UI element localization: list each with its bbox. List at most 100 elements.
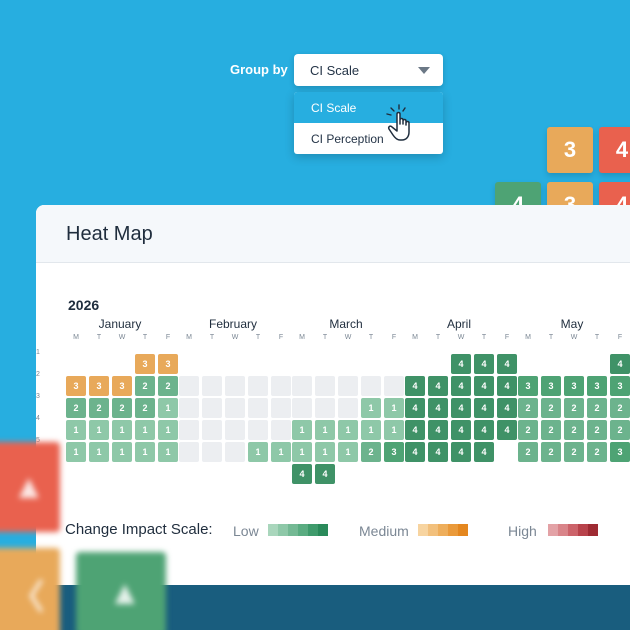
heatmap-cell[interactable]: 2 (158, 376, 178, 396)
heatmap-cell[interactable]: 4 (474, 376, 494, 396)
heatmap-cell[interactable]: 1 (315, 442, 335, 462)
heatmap-cell[interactable]: 4 (428, 420, 448, 440)
heatmap-cell[interactable]: 1 (158, 420, 178, 440)
heatmap-cell-empty[interactable] (271, 376, 291, 396)
group-by-select[interactable]: CI Scale (294, 54, 443, 86)
heatmap-cell[interactable]: 4 (474, 398, 494, 418)
heatmap-cell[interactable]: 2 (564, 398, 584, 418)
heatmap-cell-empty[interactable] (292, 398, 312, 418)
heatmap-cell[interactable]: 1 (158, 442, 178, 462)
heatmap-cell[interactable]: 2 (361, 442, 381, 462)
heatmap-cell[interactable]: 3 (112, 376, 132, 396)
heatmap-cell[interactable]: 4 (610, 354, 630, 374)
chevron-down-icon[interactable] (418, 67, 430, 74)
heatmap-cell[interactable]: 4 (405, 398, 425, 418)
heatmap-cell-empty[interactable] (225, 442, 245, 462)
heatmap-cell[interactable]: 3 (610, 376, 630, 396)
option-ci-perception[interactable]: CI Perception (311, 132, 384, 146)
option-ci-scale[interactable]: CI Scale (294, 92, 443, 123)
heatmap-cell[interactable]: 2 (587, 398, 607, 418)
heatmap-cell[interactable]: 4 (497, 420, 517, 440)
heatmap-cell-empty[interactable] (202, 376, 222, 396)
heatmap-cell-empty[interactable] (384, 376, 404, 396)
heatmap-cell[interactable]: 4 (474, 442, 494, 462)
heatmap-cell-empty[interactable] (271, 398, 291, 418)
heatmap-cell[interactable]: 1 (66, 442, 86, 462)
heatmap-cell-empty[interactable] (338, 398, 358, 418)
heatmap-cell[interactable]: 2 (610, 420, 630, 440)
heatmap-cell-empty[interactable] (248, 398, 268, 418)
heatmap-cell[interactable]: 4 (405, 376, 425, 396)
heatmap-cell[interactable]: 2 (135, 398, 155, 418)
heatmap-cell[interactable]: 1 (384, 398, 404, 418)
heatmap-cell[interactable]: 1 (248, 442, 268, 462)
heatmap-cell[interactable]: 3 (135, 354, 155, 374)
heatmap-cell[interactable]: 1 (112, 420, 132, 440)
heatmap-cell[interactable]: 1 (89, 442, 109, 462)
heatmap-cell[interactable]: 2 (518, 398, 538, 418)
heatmap-cell-empty[interactable] (271, 420, 291, 440)
heatmap-cell[interactable]: 4 (405, 442, 425, 462)
heatmap-cell[interactable]: 3 (564, 376, 584, 396)
heatmap-cell-empty[interactable] (225, 398, 245, 418)
heatmap-cell-empty[interactable] (315, 398, 335, 418)
heatmap-cell[interactable]: 2 (587, 442, 607, 462)
heatmap-cell[interactable]: 4 (451, 376, 471, 396)
heatmap-cell-empty[interactable] (202, 420, 222, 440)
heatmap-cell-empty[interactable] (225, 420, 245, 440)
heatmap-cell[interactable]: 1 (384, 420, 404, 440)
heatmap-cell[interactable]: 4 (451, 398, 471, 418)
heatmap-cell[interactable]: 3 (610, 442, 630, 462)
heatmap-cell-empty[interactable] (361, 376, 381, 396)
heatmap-cell[interactable]: 4 (451, 442, 471, 462)
heatmap-cell[interactable]: 2 (541, 442, 561, 462)
heatmap-cell[interactable]: 2 (564, 442, 584, 462)
heatmap-cell[interactable]: 3 (66, 376, 86, 396)
heatmap-cell[interactable]: 4 (315, 464, 335, 484)
heatmap-cell[interactable]: 4 (497, 354, 517, 374)
heatmap-cell[interactable]: 1 (315, 420, 335, 440)
heatmap-cell[interactable]: 2 (89, 398, 109, 418)
heatmap-cell[interactable]: 1 (338, 420, 358, 440)
heatmap-cell[interactable]: 4 (451, 420, 471, 440)
heatmap-cell-empty[interactable] (338, 376, 358, 396)
heatmap-cell[interactable]: 2 (135, 376, 155, 396)
heatmap-cell[interactable]: 2 (541, 398, 561, 418)
heatmap-cell[interactable]: 3 (518, 376, 538, 396)
heatmap-cell[interactable]: 4 (405, 420, 425, 440)
heatmap-cell[interactable]: 3 (89, 376, 109, 396)
heatmap-cell[interactable]: 4 (451, 354, 471, 374)
heatmap-cell-empty[interactable] (248, 376, 268, 396)
heatmap-cell-empty[interactable] (292, 376, 312, 396)
heatmap-cell[interactable]: 4 (474, 420, 494, 440)
heatmap-cell[interactable]: 2 (541, 420, 561, 440)
heatmap-cell[interactable]: 3 (541, 376, 561, 396)
heatmap-cell-empty[interactable] (179, 398, 199, 418)
heatmap-cell[interactable]: 3 (384, 442, 404, 462)
heatmap-cell-empty[interactable] (248, 420, 268, 440)
heatmap-cell[interactable]: 1 (135, 442, 155, 462)
heatmap-cell-empty[interactable] (179, 442, 199, 462)
heatmap-cell-empty[interactable] (179, 376, 199, 396)
heatmap-cell[interactable]: 4 (474, 354, 494, 374)
heatmap-cell[interactable]: 1 (89, 420, 109, 440)
heatmap-cell[interactable]: 1 (361, 420, 381, 440)
heatmap-cell[interactable]: 3 (587, 376, 607, 396)
heatmap-cell[interactable]: 2 (587, 420, 607, 440)
heatmap-cell[interactable]: 1 (66, 420, 86, 440)
heatmap-cell[interactable]: 1 (135, 420, 155, 440)
heatmap-cell[interactable]: 4 (292, 464, 312, 484)
heatmap-cell[interactable]: 1 (112, 442, 132, 462)
heatmap-cell[interactable]: 1 (361, 398, 381, 418)
heatmap-cell[interactable]: 1 (271, 442, 291, 462)
heatmap-cell[interactable]: 2 (564, 420, 584, 440)
heatmap-cell[interactable]: 2 (518, 420, 538, 440)
heatmap-cell-empty[interactable] (225, 376, 245, 396)
heatmap-cell-empty[interactable] (179, 420, 199, 440)
heatmap-cell[interactable]: 4 (428, 376, 448, 396)
heatmap-cell-empty[interactable] (202, 398, 222, 418)
heatmap-cell[interactable]: 2 (518, 442, 538, 462)
heatmap-cell[interactable]: 1 (158, 398, 178, 418)
heatmap-cell[interactable]: 4 (428, 398, 448, 418)
heatmap-cell[interactable]: 4 (497, 398, 517, 418)
